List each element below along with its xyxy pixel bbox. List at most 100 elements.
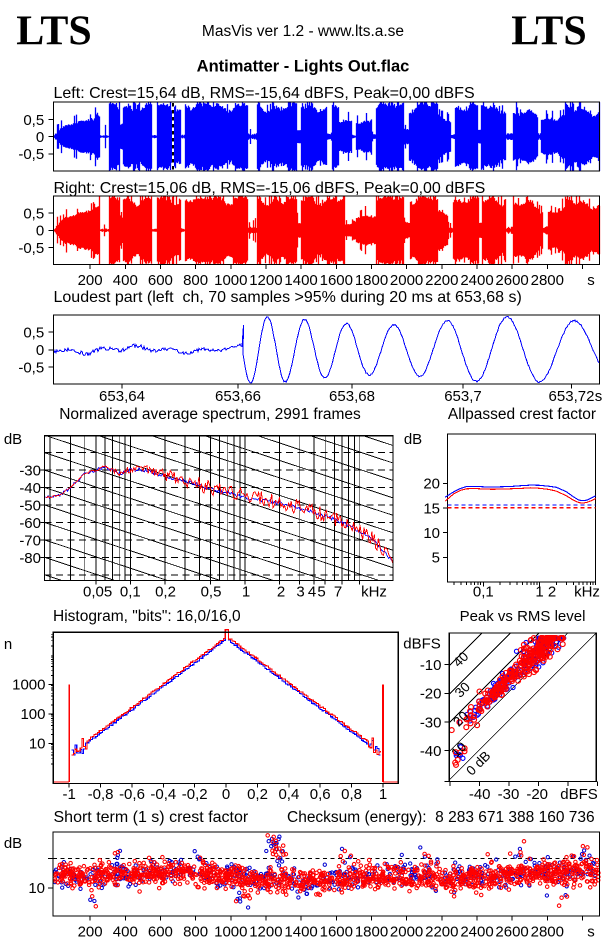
svg-text:0,1: 0,1 — [120, 584, 141, 601]
svg-text:2: 2 — [277, 584, 285, 601]
svg-text:200: 200 — [78, 924, 103, 941]
svg-text:1800: 1800 — [355, 272, 388, 289]
svg-text:10: 10 — [448, 739, 469, 760]
svg-text:Normalized average spectrum, 2: Normalized average spectrum, 2991 frames — [59, 406, 361, 423]
svg-text:1000: 1000 — [12, 677, 45, 694]
svg-text:0 dB: 0 dB — [463, 748, 493, 778]
svg-text:200: 200 — [78, 272, 103, 289]
svg-text:-40: -40 — [469, 786, 491, 803]
svg-text:1400: 1400 — [284, 924, 317, 941]
svg-text:-0,5: -0,5 — [18, 360, 44, 377]
svg-text:40: 40 — [450, 649, 471, 670]
svg-text:10: 10 — [423, 525, 440, 542]
svg-text:0: 0 — [36, 342, 44, 359]
svg-text:-10: -10 — [420, 657, 442, 674]
svg-text:2600: 2600 — [495, 924, 528, 941]
svg-text:-0,5: -0,5 — [18, 146, 44, 163]
svg-text:2000: 2000 — [390, 272, 423, 289]
svg-text:s: s — [595, 388, 603, 405]
svg-text:5: 5 — [317, 584, 325, 601]
svg-text:-40: -40 — [420, 743, 442, 760]
svg-text:kHz: kHz — [574, 584, 600, 601]
svg-text:0,5: 0,5 — [23, 206, 44, 223]
svg-text:4: 4 — [308, 584, 316, 601]
svg-text:dB: dB — [4, 835, 22, 852]
svg-text:Peak vs RMS level: Peak vs RMS level — [460, 608, 586, 625]
svg-text:Left: Crest=15,64 dB, RMS=-15,: Left: Crest=15,64 dB, RMS=-15,64 dBFS, P… — [54, 85, 475, 102]
svg-text:-0,8: -0,8 — [88, 786, 114, 803]
svg-text:0,05: 0,05 — [83, 584, 112, 601]
svg-text:2200: 2200 — [425, 924, 458, 941]
svg-text:30: 30 — [452, 679, 473, 700]
svg-text:3: 3 — [296, 584, 304, 601]
svg-text:0,2: 0,2 — [247, 786, 268, 803]
svg-text:400: 400 — [113, 272, 138, 289]
svg-text:0: 0 — [222, 786, 230, 803]
svg-text:400: 400 — [113, 924, 138, 941]
svg-text:600: 600 — [148, 272, 173, 289]
svg-text:2800: 2800 — [531, 924, 564, 941]
svg-text:0,6: 0,6 — [310, 786, 331, 803]
svg-text:n: n — [4, 636, 12, 653]
svg-text:LTS: LTS — [16, 9, 92, 55]
svg-text:Histogram, "bits": 16,0/16,0: Histogram, "bits": 16,0/16,0 — [53, 608, 241, 625]
svg-text:dB: dB — [4, 431, 22, 448]
svg-text:2400: 2400 — [460, 272, 493, 289]
svg-text:-60: -60 — [19, 515, 41, 532]
svg-text:1000: 1000 — [214, 272, 247, 289]
svg-text:800: 800 — [183, 272, 208, 289]
svg-text:0,5: 0,5 — [23, 112, 44, 129]
svg-text:1: 1 — [379, 786, 387, 803]
svg-text:653,7: 653,7 — [444, 388, 482, 405]
svg-text:100: 100 — [20, 706, 45, 723]
svg-text:kHz: kHz — [361, 584, 387, 601]
svg-text:10: 10 — [28, 880, 45, 897]
svg-text:LTS: LTS — [511, 9, 587, 55]
svg-text:MasVis ver 1.2 - www.lts.a.se: MasVis ver 1.2 - www.lts.a.se — [202, 23, 404, 40]
svg-text:600: 600 — [148, 924, 173, 941]
svg-text:653,66: 653,66 — [215, 388, 261, 405]
svg-text:1600: 1600 — [320, 924, 353, 941]
svg-text:-50: -50 — [19, 497, 41, 514]
svg-text:1: 1 — [535, 584, 543, 601]
svg-text:0,1: 0,1 — [473, 584, 494, 601]
svg-text:Checksum (energy): 8 283 671: Checksum (energy): 8 283 671 388 160 736 — [287, 809, 595, 826]
svg-text:1000: 1000 — [214, 924, 247, 941]
svg-text:1200: 1200 — [249, 924, 282, 941]
svg-text:-0,2: -0,2 — [182, 786, 208, 803]
svg-text:-70: -70 — [19, 532, 41, 549]
svg-text:2200: 2200 — [425, 272, 458, 289]
svg-text:0,5: 0,5 — [23, 324, 44, 341]
svg-text:0,4: 0,4 — [278, 786, 299, 803]
svg-text:2: 2 — [548, 584, 556, 601]
svg-text:-0,6: -0,6 — [119, 786, 145, 803]
svg-text:2600: 2600 — [495, 272, 528, 289]
svg-text:2800: 2800 — [531, 272, 564, 289]
svg-text:10: 10 — [29, 736, 46, 753]
svg-text:-40: -40 — [19, 480, 41, 497]
svg-text:dBFS: dBFS — [403, 636, 441, 653]
svg-text:653,68: 653,68 — [329, 388, 375, 405]
svg-text:Short term (1 s) crest factor: Short term (1 s) crest factor — [54, 809, 249, 826]
svg-text:0: 0 — [36, 129, 44, 146]
svg-text:-0,4: -0,4 — [150, 786, 176, 803]
svg-text:15: 15 — [423, 500, 440, 517]
svg-text:Antimatter - Lights Out.flac: Antimatter - Lights Out.flac — [197, 58, 410, 76]
svg-text:0,2: 0,2 — [155, 584, 176, 601]
svg-text:-20: -20 — [526, 786, 548, 803]
svg-text:-0,5: -0,5 — [18, 240, 44, 257]
svg-text:0,8: 0,8 — [341, 786, 362, 803]
svg-text:800: 800 — [183, 924, 208, 941]
svg-text:-30: -30 — [420, 714, 442, 731]
svg-text:dBFS: dBFS — [560, 786, 598, 803]
svg-text:7: 7 — [334, 584, 342, 601]
svg-text:-30: -30 — [498, 786, 520, 803]
svg-text:s: s — [587, 924, 595, 941]
svg-text:1400: 1400 — [284, 272, 317, 289]
svg-text:653,72: 653,72 — [549, 388, 595, 405]
svg-text:0: 0 — [36, 223, 44, 240]
svg-text:-30: -30 — [19, 463, 41, 480]
svg-text:2000: 2000 — [390, 924, 423, 941]
svg-text:2400: 2400 — [460, 924, 493, 941]
svg-text:1200: 1200 — [249, 272, 282, 289]
